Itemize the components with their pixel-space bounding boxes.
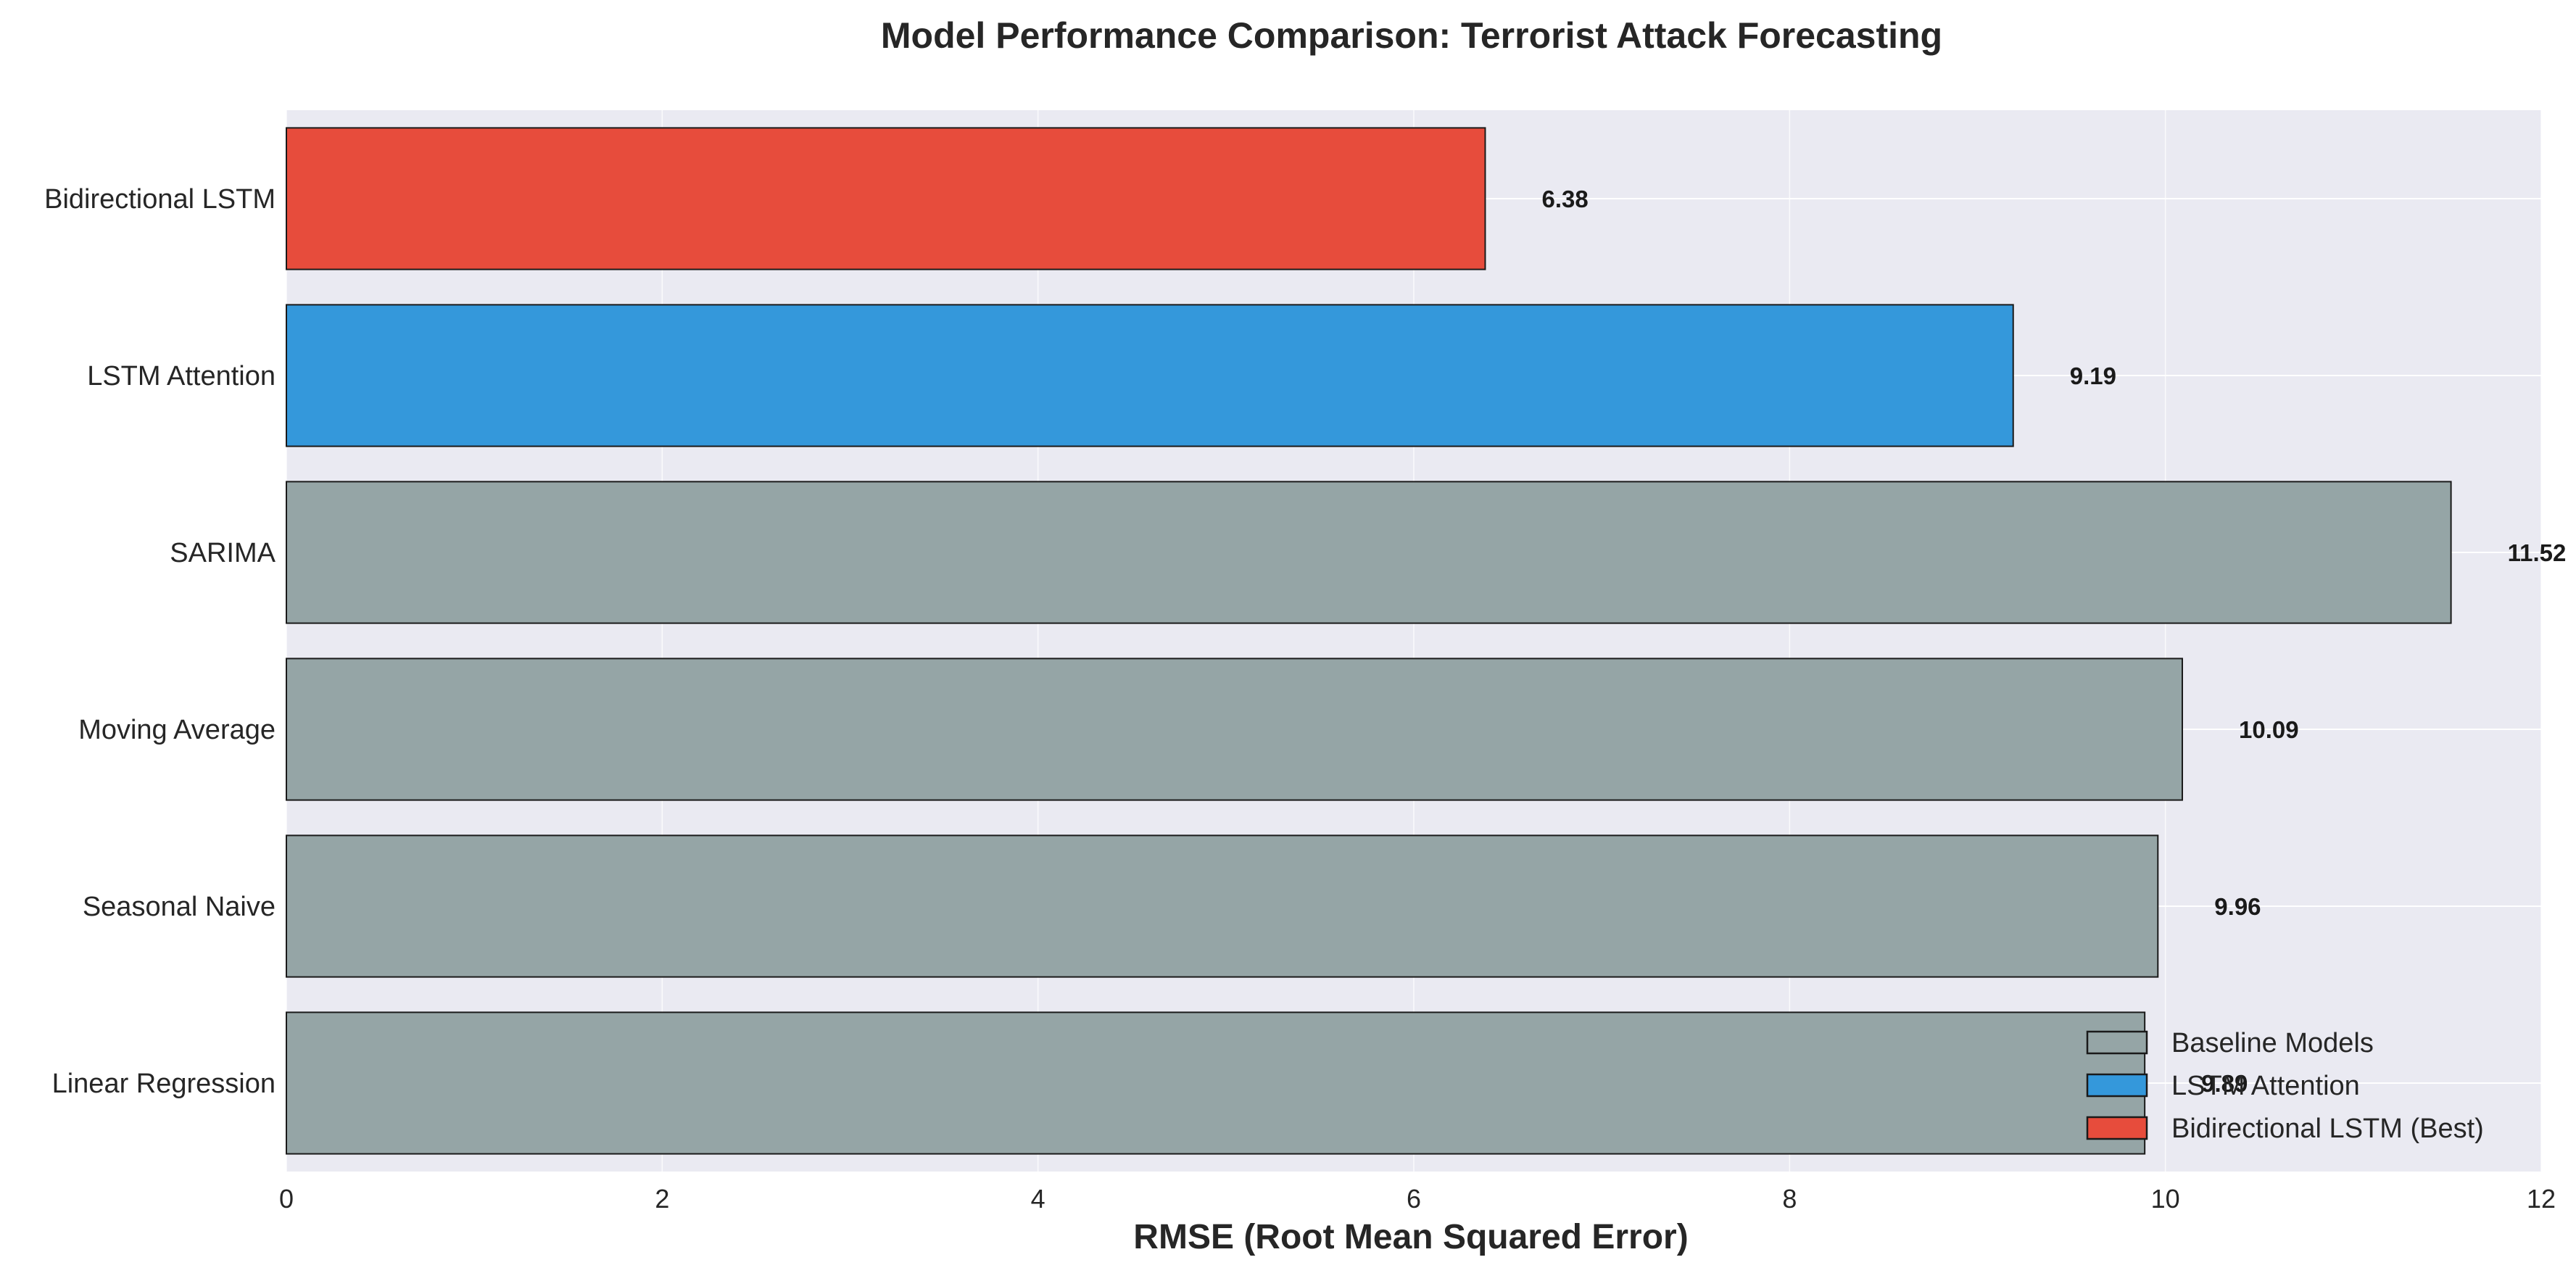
x-tick-label: 0 (279, 1184, 294, 1214)
bar-linear-regression (286, 1011, 2146, 1155)
value-label: 10.09 (2239, 716, 2299, 743)
x-tick-label: 10 (2151, 1184, 2180, 1214)
legend-label: Bidirectional LSTM (Best) (2171, 1114, 2484, 1144)
y-tick-label: LSTM Attention (87, 361, 276, 391)
y-tick-label: Linear Regression (52, 1069, 276, 1099)
value-label: 9.96 (2214, 893, 2261, 920)
x-tick-label: 4 (1031, 1184, 1045, 1214)
x-tick-label: 6 (1407, 1184, 1421, 1214)
bar-lstm-attention (286, 304, 2014, 447)
value-label: 11.52 (2508, 539, 2567, 566)
y-tick-label: Bidirectional LSTM (44, 184, 276, 215)
legend-label: LSTM Attention (2171, 1071, 2360, 1101)
legend-swatch-baseline (2086, 1030, 2148, 1055)
chart-title: Model Performance Comparison: Terrorist … (881, 15, 1942, 56)
legend-swatch-best (2086, 1116, 2148, 1140)
bar-moving-average (286, 658, 2183, 801)
value-label: 9.89 (2201, 1070, 2248, 1097)
y-tick-label: Seasonal Naive (83, 892, 276, 922)
x-tick-label: 2 (655, 1184, 669, 1214)
bar-sarima (286, 481, 2452, 624)
x-tick-label: 8 (1782, 1184, 1797, 1214)
bar-seasonal-naive (286, 834, 2159, 978)
plot-area: 0 2 4 6 8 10 12 Bidirectional LSTM LSTM Attentio… (44, 110, 2566, 1214)
y-tick-label: Moving Average (78, 715, 276, 745)
x-tick-label: 12 (2527, 1184, 2556, 1214)
x-axis-label: RMSE (Root Mean Squared Error) (1133, 1218, 1688, 1256)
legend-swatch-attention (2086, 1073, 2148, 1098)
bar-bidirectional-lstm (286, 127, 1486, 270)
legend-label: Baseline Models (2171, 1028, 2374, 1058)
value-label: 6.38 (1541, 186, 1588, 212)
y-tick-label: SARIMA (170, 538, 276, 568)
value-label: 9.19 (2070, 362, 2116, 389)
